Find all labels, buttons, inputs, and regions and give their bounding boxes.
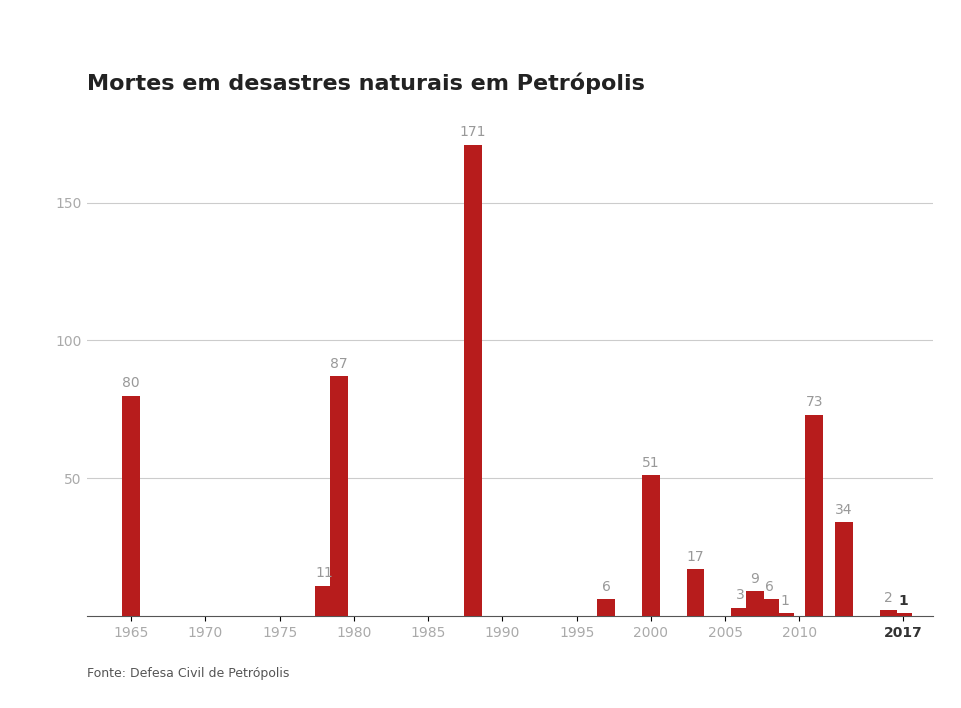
Bar xyxy=(641,476,659,616)
Text: 34: 34 xyxy=(834,503,851,517)
Bar xyxy=(894,613,911,616)
Bar xyxy=(330,376,348,616)
Text: 11: 11 xyxy=(315,566,333,580)
Text: 6: 6 xyxy=(765,580,774,594)
Text: 9: 9 xyxy=(750,571,758,586)
Text: 51: 51 xyxy=(642,456,659,470)
Bar xyxy=(315,586,333,616)
Text: 3: 3 xyxy=(735,588,744,603)
Bar xyxy=(122,396,140,616)
Bar xyxy=(878,610,897,616)
Bar xyxy=(730,607,749,616)
Text: INTER TV: INTER TV xyxy=(811,33,861,43)
Text: 6: 6 xyxy=(602,580,610,594)
Text: 17: 17 xyxy=(686,549,703,564)
Text: 1: 1 xyxy=(779,594,788,607)
Bar xyxy=(775,613,793,616)
Bar xyxy=(597,600,615,616)
Bar xyxy=(686,569,703,616)
Text: Mortes em desastres naturais em Petrópolis: Mortes em desastres naturais em Petrópol… xyxy=(86,72,644,93)
Text: 87: 87 xyxy=(330,357,348,371)
Bar xyxy=(760,600,777,616)
Bar xyxy=(745,591,763,616)
Bar xyxy=(463,144,481,616)
Text: REGIÃO SERRANA: REGIÃO SERRANA xyxy=(330,16,631,45)
Text: Fonte: Defesa Civil de Petrópolis: Fonte: Defesa Civil de Petrópolis xyxy=(86,667,288,680)
Text: 73: 73 xyxy=(804,395,823,409)
Text: 80: 80 xyxy=(122,376,139,390)
Text: 2: 2 xyxy=(883,591,892,605)
Text: 171: 171 xyxy=(459,125,485,139)
Bar xyxy=(804,415,823,616)
Text: 1: 1 xyxy=(898,594,907,607)
Bar xyxy=(834,523,852,616)
